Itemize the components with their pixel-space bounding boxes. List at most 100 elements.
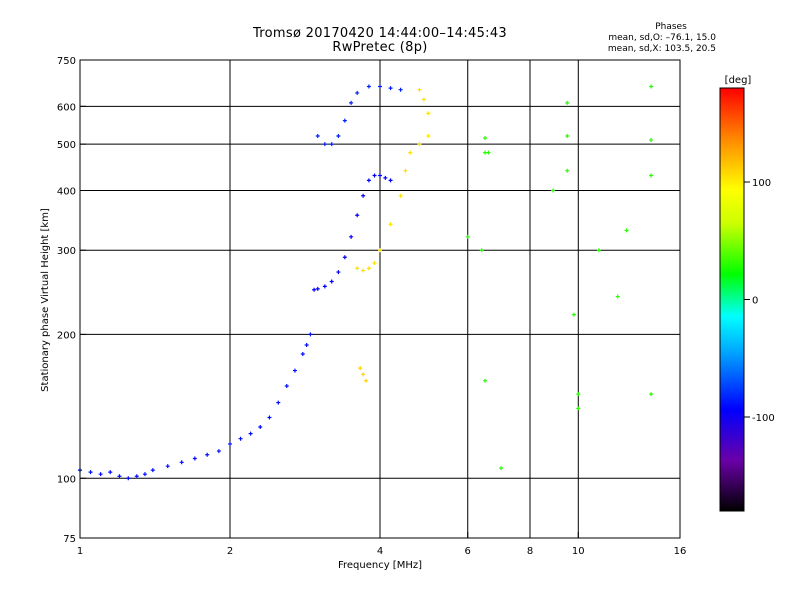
phases-heading: Phases	[655, 22, 687, 32]
echo-point	[165, 464, 170, 469]
colorbar-label: [deg]	[725, 75, 752, 86]
echo-point	[342, 255, 347, 260]
chart-subtitle: RwPretec (8p)	[332, 40, 428, 55]
echo-point	[292, 368, 297, 373]
echo-point	[98, 472, 103, 477]
echo-point	[372, 173, 377, 178]
echo-point	[576, 392, 581, 397]
echo-point	[576, 406, 581, 411]
echo-point	[258, 425, 263, 430]
echo-point	[649, 84, 654, 89]
y-axis-label: Stationary phase Virtual Height [km]	[40, 208, 51, 392]
colorbar-ticks: 100 0 -100	[744, 178, 775, 424]
echo-point	[483, 150, 488, 155]
echo-point	[329, 142, 334, 147]
echo-point	[336, 134, 341, 139]
chart-grid	[80, 60, 680, 538]
echo-point	[364, 378, 369, 383]
echo-point	[336, 270, 341, 275]
x-tick-label: 10	[572, 546, 585, 557]
echo-point	[134, 474, 139, 479]
colorbar-tick-label: 100	[752, 178, 771, 189]
echo-point	[228, 441, 232, 446]
echo-point	[408, 150, 413, 155]
echo-point	[329, 279, 334, 284]
echo-point	[267, 415, 272, 420]
echo-point	[355, 90, 360, 95]
y-tick-label: 600	[57, 102, 76, 113]
echo-point	[551, 188, 556, 193]
echo-point	[571, 312, 576, 317]
echo-point	[417, 142, 422, 147]
echo-point	[308, 332, 313, 337]
echo-point	[315, 286, 320, 291]
y-axis-ticks: 75 100 200 300 400 500 600 750	[57, 56, 86, 545]
echo-point	[205, 452, 210, 457]
echo-point	[378, 173, 382, 178]
echo-point	[342, 118, 347, 123]
echo-point	[304, 343, 309, 348]
echo-point	[276, 400, 281, 405]
x-tick-label: 2	[227, 546, 233, 557]
echo-point	[366, 178, 371, 183]
echo-point	[565, 100, 570, 105]
echo-point	[565, 134, 570, 139]
phases-line-o: mean, sd,O: –76.1, 15.0	[608, 33, 716, 43]
echo-point	[216, 449, 221, 454]
echo-point	[238, 436, 243, 441]
y-tick-label: 400	[57, 186, 76, 197]
echo-point	[403, 168, 408, 173]
y-tick-label: 100	[57, 474, 76, 485]
echo-point	[417, 87, 422, 92]
echo-point	[378, 248, 382, 253]
echo-point	[398, 193, 403, 198]
echo-point	[372, 261, 377, 266]
echo-point	[421, 97, 426, 102]
echo-point	[300, 351, 305, 356]
echo-point	[624, 228, 629, 233]
echo-point	[649, 173, 654, 178]
y-tick-label: 75	[63, 534, 76, 545]
echo-point	[426, 111, 431, 116]
colorbar-tick-label: 0	[752, 296, 758, 307]
echo-point	[355, 266, 360, 271]
echo-point	[361, 372, 366, 377]
echo-point	[284, 383, 289, 388]
chart-title: Tromsø 20170420 14:44:00–14:45:43	[252, 26, 508, 41]
echo-point	[465, 234, 470, 239]
y-tick-label: 300	[57, 246, 76, 257]
echo-point	[483, 378, 488, 383]
echo-point	[388, 222, 393, 227]
echo-point	[117, 474, 122, 479]
echo-point	[483, 136, 488, 141]
x-tick-label: 8	[527, 546, 533, 557]
echo-point	[596, 248, 601, 253]
echo-point	[355, 213, 360, 218]
y-tick-label: 200	[57, 330, 76, 341]
echo-point	[315, 134, 320, 139]
echo-point	[426, 134, 431, 139]
echo-point	[378, 84, 382, 89]
colorbar	[719, 87, 745, 512]
echo-point	[192, 456, 197, 461]
echo-point	[179, 460, 184, 465]
echo-point	[388, 178, 393, 183]
echo-point	[366, 84, 371, 89]
echo-point	[312, 287, 317, 292]
echo-point	[479, 248, 484, 253]
echo-point	[322, 142, 327, 147]
x-axis-ticks: 1 2 4 6 8 10 16	[77, 532, 686, 557]
echo-point	[142, 472, 147, 477]
echo-point	[322, 284, 327, 289]
echo-point	[108, 470, 113, 475]
echo-point	[361, 268, 366, 273]
echo-point	[649, 392, 654, 397]
echo-point	[126, 476, 131, 481]
echo-point	[388, 86, 393, 91]
echo-point	[361, 193, 366, 198]
echo-point	[366, 266, 371, 271]
echo-point	[349, 100, 354, 105]
y-tick-label: 750	[57, 56, 76, 67]
echo-point	[499, 466, 504, 471]
